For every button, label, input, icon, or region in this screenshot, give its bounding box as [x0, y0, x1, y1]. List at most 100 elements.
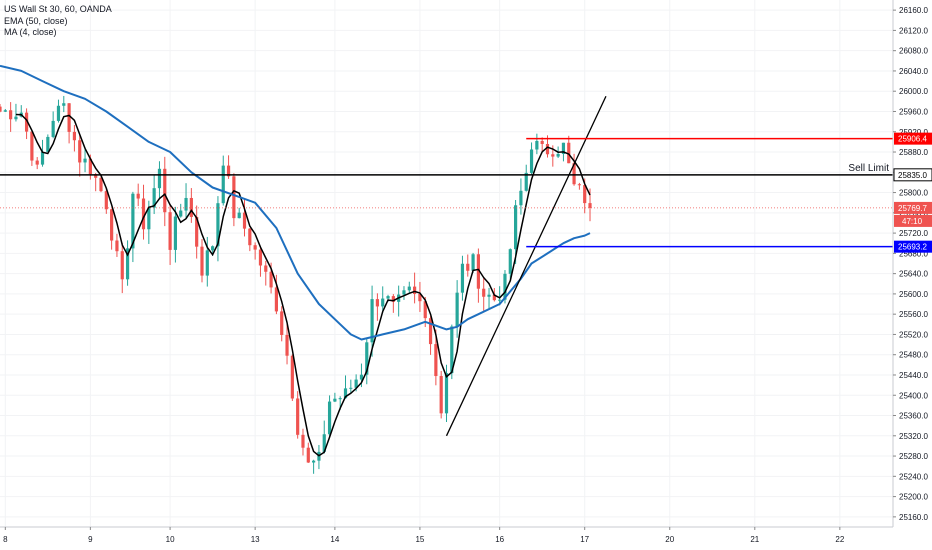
- candle-body: [290, 355, 294, 399]
- candle-body: [508, 249, 512, 274]
- candle-body: [258, 249, 263, 266]
- candle-body: [588, 203, 592, 208]
- candle: [62, 95, 66, 113]
- candle-body: [253, 245, 257, 250]
- candle: [540, 137, 544, 152]
- candle: [535, 133, 539, 155]
- support-tag: [894, 240, 932, 253]
- price-tick-label: 25160.0: [899, 513, 928, 522]
- time-tick-label: 22: [835, 535, 844, 544]
- candle-body: [540, 141, 544, 144]
- candle-body: [460, 263, 465, 293]
- candle: [455, 280, 459, 338]
- candle-body: [131, 193, 135, 249]
- support-tag-label: 25693.2: [898, 243, 927, 252]
- time-tick-label: 20: [665, 535, 674, 544]
- candle-body: [413, 286, 417, 294]
- candle: [205, 236, 209, 287]
- candle: [280, 306, 284, 342]
- candle-body: [492, 294, 496, 301]
- candle-body: [439, 376, 443, 414]
- candle-body: [30, 131, 34, 161]
- candle-body: [78, 140, 82, 163]
- candle-body: [94, 174, 98, 178]
- candle-body: [51, 120, 55, 137]
- candle: [312, 459, 316, 474]
- candle: [577, 182, 581, 190]
- grid: [0, 0, 893, 527]
- candle-body: [189, 197, 193, 217]
- candle: [476, 248, 480, 303]
- countdown-label: 47:10: [902, 217, 923, 226]
- candle-body: [476, 254, 480, 289]
- candle-body: [391, 296, 395, 302]
- candle-body: [365, 342, 369, 375]
- time-axis: 8 9 10 13 14 15 16 17 20 21 22: [0, 526, 893, 544]
- candle-body: [551, 154, 555, 157]
- candle-body: [386, 296, 390, 299]
- candle-body: [232, 176, 236, 219]
- time-tick-label: 16: [495, 535, 504, 544]
- candle-body: [338, 398, 342, 400]
- candle: [407, 281, 411, 293]
- candle-body: [200, 246, 204, 276]
- current-price-tag-label: 25769.7: [898, 204, 927, 213]
- time-tick-label: 21: [750, 535, 759, 544]
- candle-body: [136, 193, 140, 199]
- price-tick-label: 25800.0: [899, 189, 928, 198]
- candle: [72, 125, 77, 152]
- price-tick-label: 25680.0: [899, 249, 928, 258]
- candle: [391, 294, 395, 313]
- candle: [56, 99, 61, 123]
- candle: [99, 176, 103, 193]
- candle: [375, 293, 379, 321]
- sell-limit-text: Sell Limit: [848, 163, 889, 174]
- candle: [397, 285, 401, 317]
- candle: [290, 354, 294, 401]
- candle: [439, 370, 443, 419]
- candle: [253, 242, 257, 260]
- candle-body: [62, 103, 66, 106]
- price-tick-label: 25560.0: [899, 310, 928, 319]
- price-tick-label: 26040.0: [899, 67, 928, 76]
- candle-body: [349, 387, 353, 389]
- candle-body: [67, 103, 71, 132]
- candle: [317, 444, 321, 470]
- ma-legend[interactable]: MA (4, close): [4, 27, 57, 37]
- candle-body: [354, 379, 358, 388]
- candle-body: [72, 131, 77, 141]
- candle-body: [407, 286, 411, 291]
- candle-body: [274, 287, 278, 312]
- candle: [333, 392, 337, 403]
- candle: [327, 395, 332, 438]
- candle-body: [312, 460, 316, 463]
- candle: [444, 364, 449, 422]
- candle-body: [333, 398, 337, 402]
- candle: [248, 228, 252, 252]
- candle: [157, 161, 162, 199]
- candle: [51, 111, 55, 139]
- price-tick-label: 26160.0: [899, 6, 928, 15]
- drawings: Sell Limit: [0, 96, 893, 437]
- sell-limit-tag: [893, 168, 932, 182]
- price-tick-label: 25960.0: [899, 107, 928, 116]
- candle-body: [125, 248, 130, 280]
- candle-body: [40, 151, 45, 165]
- candle: [428, 316, 433, 355]
- candle: [274, 274, 278, 315]
- candle: [14, 103, 18, 122]
- ema-legend[interactable]: EMA (50, close): [4, 15, 68, 26]
- candle-body: [583, 185, 587, 204]
- candle: [567, 135, 571, 164]
- candle: [460, 255, 465, 301]
- candle-body: [327, 401, 332, 435]
- price-tick-label: 25600.0: [899, 290, 928, 299]
- candle-body: [428, 318, 433, 345]
- candle-body: [226, 165, 231, 177]
- symbol-title[interactable]: US Wall St 30, 60, OANDA: [4, 4, 112, 14]
- candle: [83, 147, 87, 173]
- candle: [508, 248, 512, 280]
- candle: [413, 272, 417, 304]
- candle: [471, 252, 475, 273]
